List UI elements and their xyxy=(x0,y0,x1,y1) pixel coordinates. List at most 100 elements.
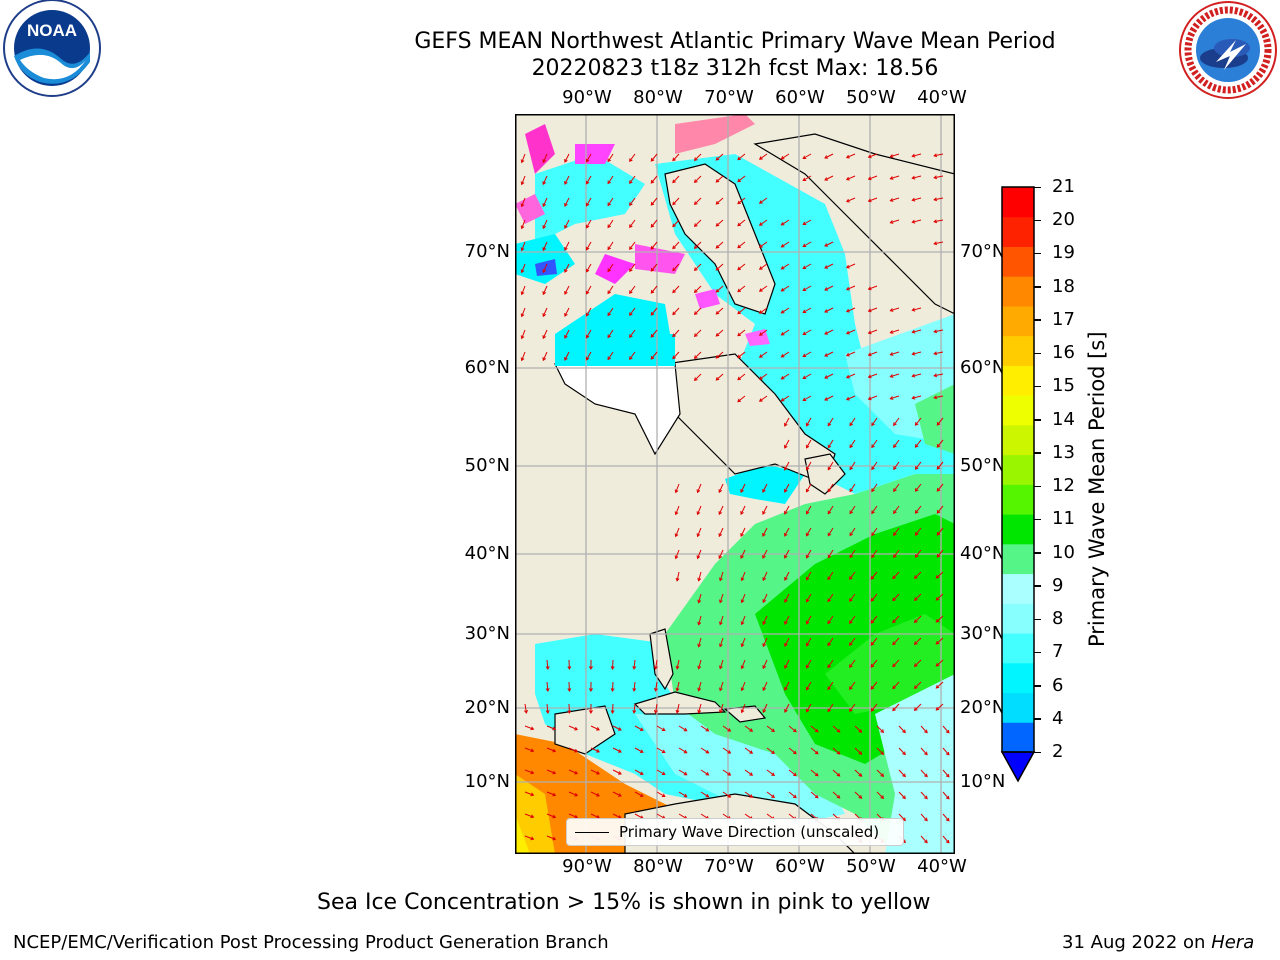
wave-arrow-head xyxy=(564,158,568,163)
wave-arrow-head xyxy=(564,334,568,339)
wave-arrow xyxy=(893,505,900,514)
wave-arrow xyxy=(715,307,724,315)
wave-arrow xyxy=(612,659,614,670)
wave-arrow-head xyxy=(762,577,767,582)
wave-arrow-head xyxy=(936,531,941,536)
wave-arrow-head xyxy=(824,155,828,159)
wave-arrow-head xyxy=(902,751,906,756)
wave-arrow-head xyxy=(935,596,940,601)
wave-arrow xyxy=(781,219,790,226)
wave-arrow xyxy=(590,769,600,775)
wave-arrow xyxy=(802,351,812,357)
wave-arrow-head xyxy=(610,666,615,670)
lon-label-top-50w: 50°W xyxy=(846,87,896,108)
wave-arrow xyxy=(744,769,753,776)
wave-arrow-head xyxy=(933,153,938,158)
wave-arrow-head xyxy=(892,685,896,690)
wave-arrow-head xyxy=(718,489,723,494)
wave-arrow-head xyxy=(596,793,600,797)
wave-arrow-head xyxy=(867,308,872,313)
wave-arrow xyxy=(590,813,600,819)
wave-arrow xyxy=(893,483,900,492)
wave-arrow-head xyxy=(762,621,767,626)
wave-arrow-head xyxy=(574,726,579,731)
wave-arrow xyxy=(719,571,724,581)
wave-arrow-head xyxy=(650,201,655,206)
wave-arrow xyxy=(678,725,687,732)
wave-arrow xyxy=(870,659,878,668)
wave-arrow xyxy=(935,571,944,579)
wave-arrow xyxy=(700,769,709,776)
wave-arrow xyxy=(542,241,548,251)
wave-arrow-head xyxy=(588,688,593,692)
wave-arrow-head xyxy=(705,793,710,798)
wave-arrow-head xyxy=(737,354,741,359)
wave-arrow-head xyxy=(914,466,919,470)
wave-arrow-head xyxy=(607,356,612,361)
wave-arrow-head xyxy=(737,398,741,403)
wave-arrow xyxy=(892,637,900,645)
wave-arrow-head xyxy=(762,554,766,559)
wave-arrow-head xyxy=(793,794,797,799)
lat-label-left-50n: 50°N xyxy=(464,455,510,476)
wave-arrow xyxy=(781,351,790,358)
wave-arrow xyxy=(914,703,922,711)
wave-arrow-head xyxy=(639,749,644,753)
wave-arrow xyxy=(936,483,944,492)
wave-arrow xyxy=(741,593,746,603)
wave-arrow xyxy=(737,153,746,160)
wave-arrow-head xyxy=(607,158,612,163)
wave-arrow-head xyxy=(607,334,612,339)
wave-arrow-head xyxy=(784,510,788,515)
wave-arrow-head xyxy=(784,708,788,713)
wave-arrow-head xyxy=(933,351,938,356)
wave-arrow-head xyxy=(849,554,854,559)
wave-arrow-head xyxy=(762,599,767,604)
colorbar-under-extension xyxy=(1000,751,1036,783)
wave-arrow xyxy=(846,329,856,335)
wave-arrow xyxy=(936,461,944,470)
wave-arrow-head xyxy=(784,620,788,625)
wave-arrow-head xyxy=(661,727,666,731)
colorbar-tick-label: 19 xyxy=(1052,242,1075,264)
wave-arrow xyxy=(546,747,556,752)
wave-arrow-head xyxy=(740,511,744,515)
lat-label-right-50n: 50°N xyxy=(960,455,1006,476)
wave-arrow xyxy=(546,813,556,818)
wave-arrow xyxy=(912,219,922,223)
colorbar-band xyxy=(1002,335,1034,366)
wave-arrow xyxy=(802,241,812,247)
wave-arrow xyxy=(719,681,724,691)
wave-arrow-head xyxy=(715,156,720,161)
wave-arrow-head xyxy=(780,397,785,402)
wave-arrow-head xyxy=(653,665,658,670)
wave-arrow-head xyxy=(892,597,896,602)
wave-arrow xyxy=(915,417,922,426)
wave-arrow-head xyxy=(719,687,723,692)
wave-arrow-head xyxy=(718,555,723,560)
wave-arrow-head xyxy=(913,707,918,711)
wave-arrow-head xyxy=(542,291,547,296)
wave-arrow xyxy=(715,373,724,381)
wave-arrow-head xyxy=(913,575,918,579)
wave-arrow xyxy=(607,219,614,228)
wave-arrow-head xyxy=(737,332,741,337)
wave-arrow-head xyxy=(542,335,547,340)
wave-arrow-head xyxy=(675,687,680,692)
wave-arrow xyxy=(672,263,680,271)
wave-arrow-head xyxy=(762,643,767,648)
wave-arrow xyxy=(934,197,944,201)
wave-arrow-head xyxy=(805,466,810,471)
wave-arrow xyxy=(854,747,862,755)
wave-arrow-head xyxy=(935,618,940,623)
wave-arrow xyxy=(781,285,790,292)
wave-arrow xyxy=(759,197,768,204)
wave-arrow-head xyxy=(870,575,875,580)
wave-arrow xyxy=(524,791,534,796)
wave-arrow-head xyxy=(845,352,850,357)
wave-arrow xyxy=(914,571,922,579)
wave-arrow-head xyxy=(893,510,897,515)
wave-arrow-head xyxy=(945,729,950,734)
wave-arrow-head xyxy=(715,288,720,293)
wave-arrow xyxy=(876,769,884,777)
